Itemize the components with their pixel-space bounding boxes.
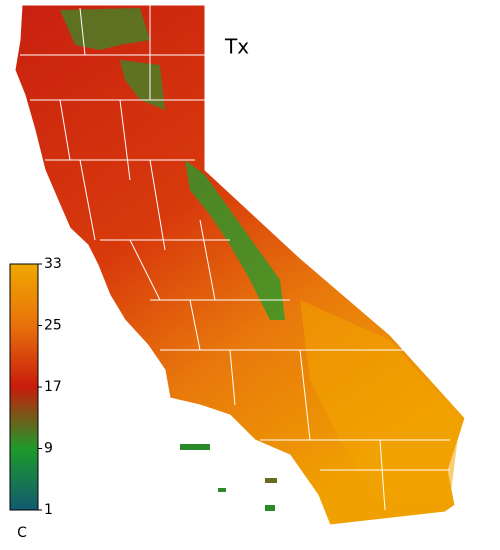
colorbar-tick-label: 9	[44, 441, 53, 457]
sierra-nevada	[185, 160, 285, 320]
colorbar-tick-label: 17	[44, 379, 62, 395]
california	[14, 4, 466, 526]
islands	[180, 444, 277, 511]
county-lines	[20, 5, 465, 511]
northern-forest	[60, 8, 165, 110]
map-title: Tx	[224, 35, 249, 59]
colorbar	[9, 263, 39, 511]
colorbar-tick-label: 25	[44, 318, 62, 334]
desert	[300, 300, 460, 505]
colorbar-tick-label: 33	[44, 256, 62, 272]
colorbar-unit: C	[17, 525, 27, 541]
colorbar-tick-label: 1	[44, 502, 53, 518]
